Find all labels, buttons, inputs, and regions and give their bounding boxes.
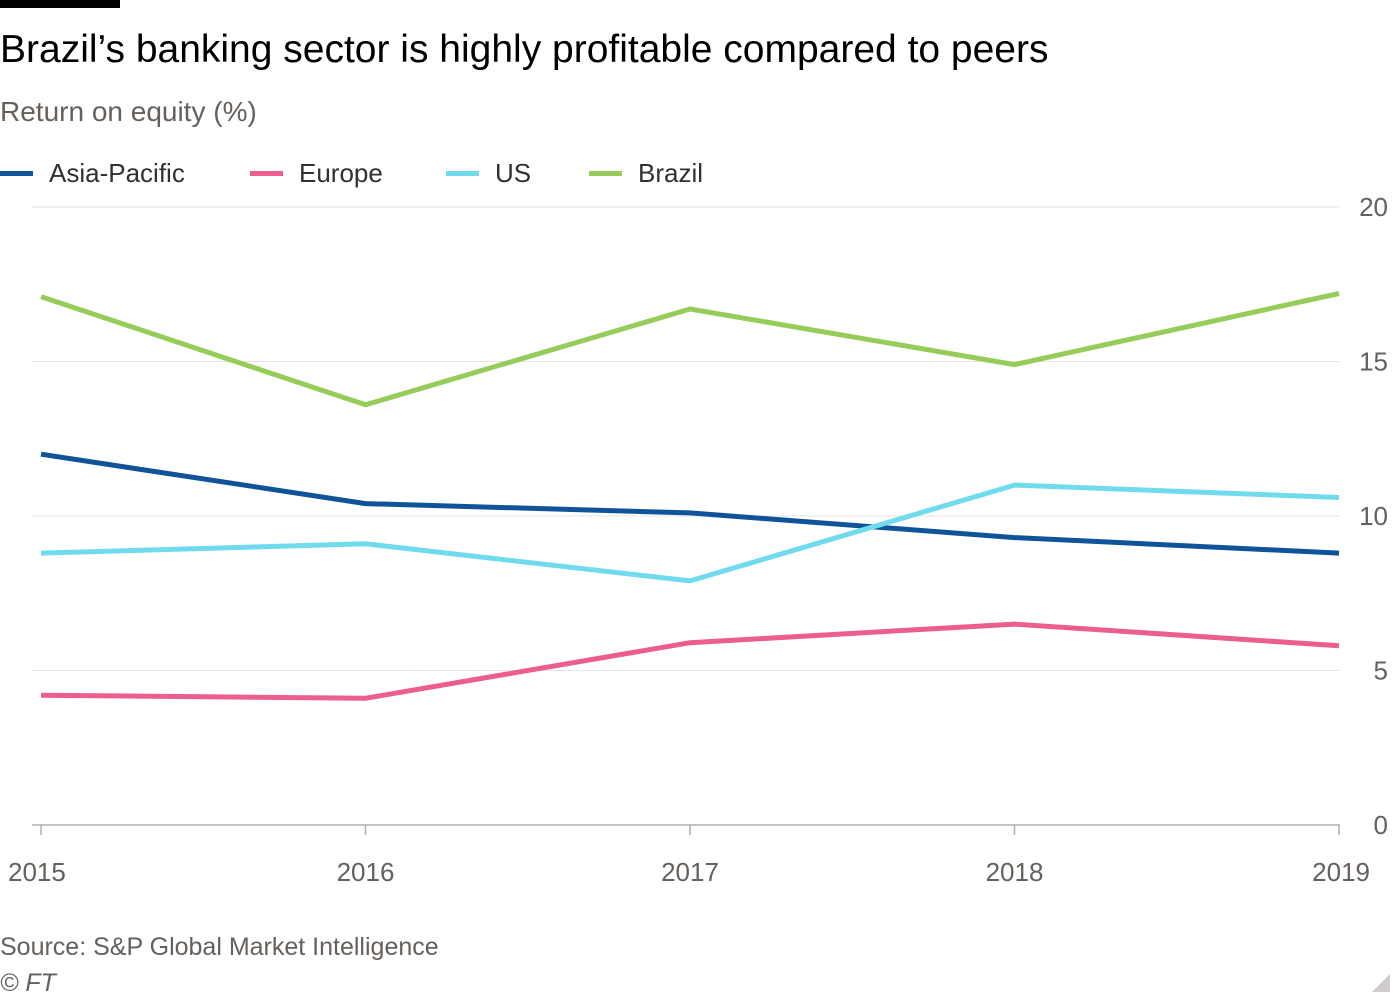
legend-swatch-us [446, 170, 479, 176]
series-line-us [40, 482, 1340, 584]
legend-swatch-asia-pacific [0, 170, 33, 176]
x-tick-label: 2016 [337, 857, 395, 887]
x-tick-label: 2017 [661, 857, 719, 887]
y-tick-label: 15 [1359, 347, 1388, 377]
legend-swatch-brazil [589, 170, 622, 176]
chart-title: Brazil’s banking sector is highly profit… [0, 28, 1049, 71]
chart-subtitle: Return on equity (%) [0, 96, 257, 127]
legend-label-brazil: Brazil [638, 157, 704, 188]
legend-label-us: US [495, 157, 532, 188]
legend-item-europe: Europe [250, 155, 383, 191]
series-lines [40, 291, 1340, 701]
source-note: Source: S&P Global Market Intelligence [0, 933, 439, 961]
series-line-europe [40, 621, 1340, 701]
legend-item-asia-pacific: Asia-Pacific [0, 155, 185, 191]
series-line-asia-pacific [40, 451, 1340, 556]
legend-item-brazil: Brazil [589, 155, 703, 191]
legend-swatch-europe [250, 170, 283, 176]
series-line-brazil [40, 291, 1340, 408]
gridlines [32, 206, 1340, 826]
x-tick-label: 2018 [986, 857, 1044, 887]
legend-item-us: US [446, 155, 531, 191]
y-tick-label: 5 [1374, 656, 1388, 686]
y-tick-label: 10 [1359, 501, 1388, 531]
legend-label-asia-pacific: Asia-Pacific [49, 157, 185, 188]
brand-top-bar [0, 0, 120, 8]
y-axis-ticks: 0 5 10 15 20 [1359, 192, 1388, 840]
x-tick-label: 2019 [1312, 857, 1370, 887]
y-tick-label: 20 [1359, 192, 1388, 222]
legend-label-europe: Europe [299, 157, 383, 188]
copyright-note: © FT [0, 969, 56, 997]
x-axis-ticks: 2015 2016 2017 2018 2019 [8, 825, 1370, 887]
corner-resize-icon [1372, 974, 1390, 992]
chart-legend: Asia-Pacific Europe US Brazil [0, 155, 900, 191]
x-tick-label: 2015 [8, 857, 66, 887]
y-tick-label: 0 [1374, 810, 1388, 840]
line-chart: 0 5 10 15 20 2015 2016 2017 2018 2019 [8, 192, 1388, 887]
